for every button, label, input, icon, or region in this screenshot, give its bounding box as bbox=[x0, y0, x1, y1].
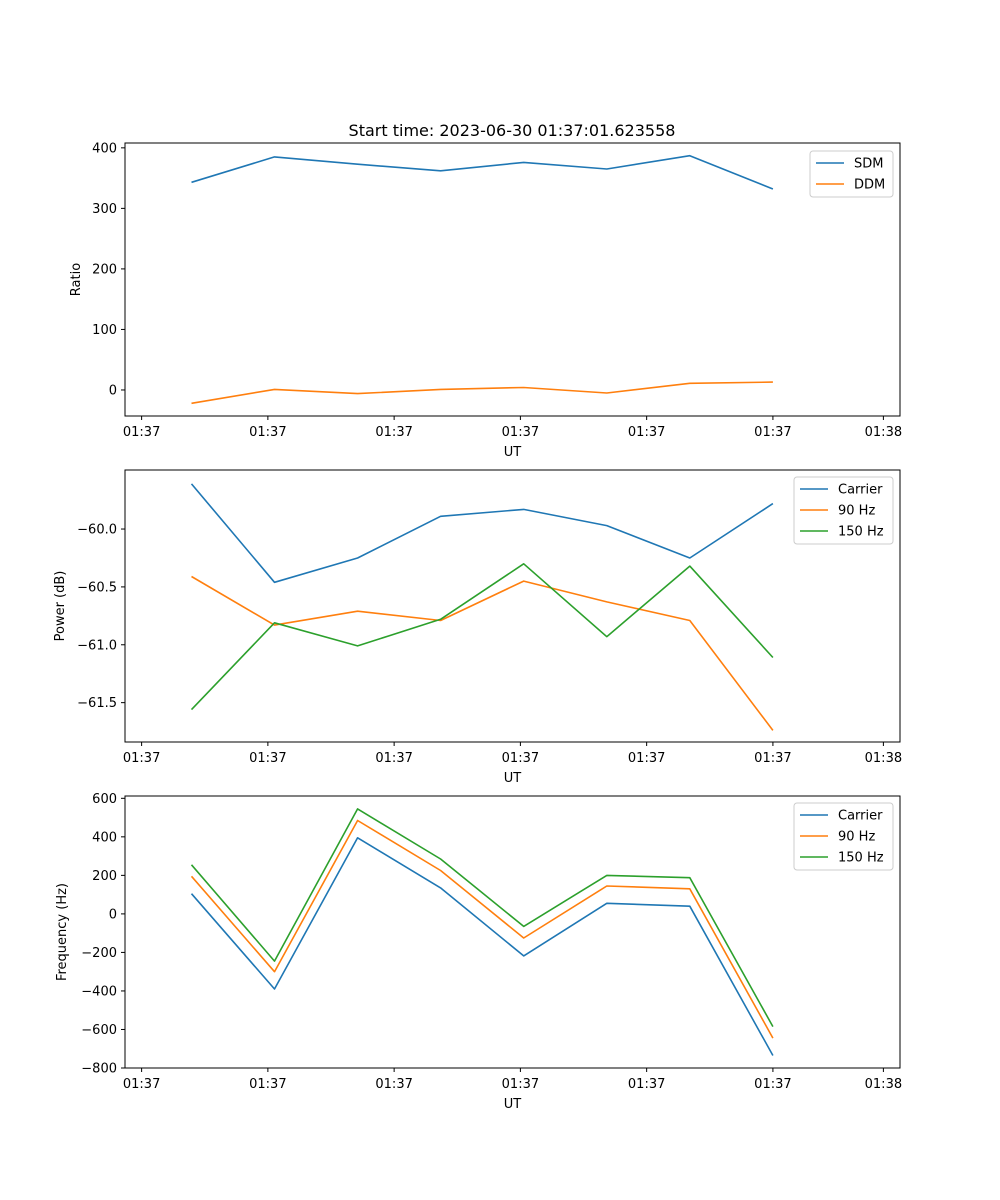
y-tick-label: 100 bbox=[92, 323, 117, 338]
x-tick-label: 01:37 bbox=[754, 751, 791, 766]
y-tick-label: −60.5 bbox=[77, 580, 117, 595]
y-tick-label: 400 bbox=[92, 141, 117, 156]
y-tick-label: −61.0 bbox=[77, 638, 117, 653]
series-line-150-hz bbox=[190, 808, 774, 1027]
y-axis-label: Ratio bbox=[69, 263, 84, 296]
legend-box bbox=[793, 476, 894, 545]
x-tick-label: 01:37 bbox=[123, 1077, 160, 1092]
x-axis-label: UT bbox=[504, 445, 522, 460]
y-axis-label: Power (dB) bbox=[53, 571, 68, 642]
y-tick-label: −60.0 bbox=[77, 523, 117, 538]
x-tick-label: 01:37 bbox=[123, 425, 160, 440]
figure-title: Start time: 2023-06-30 01:37:01.623558 bbox=[349, 121, 676, 140]
y-tick-label: −61.5 bbox=[77, 696, 117, 711]
x-tick-label: 01:38 bbox=[865, 425, 902, 440]
chart-frequency: −800 −600 −400 −200 0 200 400 600 01:37 01:37 01:3… bbox=[55, 792, 902, 1112]
chart-power: −61.5 −61.0 −60.5 −60.0 01:37 01:37 01:37 01:37… bbox=[53, 469, 902, 786]
legend-box bbox=[793, 802, 894, 871]
y-tick-label: 200 bbox=[92, 869, 117, 884]
x-tick-label: 01:37 bbox=[502, 425, 539, 440]
x-tick-label: 01:37 bbox=[375, 425, 412, 440]
x-tick-label: 01:37 bbox=[628, 1077, 665, 1092]
legend-label: 150 Hz bbox=[838, 851, 884, 866]
x-tick-label: 01:37 bbox=[502, 1077, 539, 1092]
x-tick-label: 01:37 bbox=[502, 751, 539, 766]
y-tick-label: −400 bbox=[81, 984, 117, 999]
y-tick-label: 300 bbox=[92, 202, 117, 217]
x-tick-label: 01:37 bbox=[249, 751, 286, 766]
y-tick-label: 0 bbox=[109, 383, 117, 398]
y-tick-label: −200 bbox=[81, 946, 117, 961]
x-tick-label: 01:37 bbox=[628, 751, 665, 766]
legend-label: Carrier bbox=[838, 809, 883, 824]
series-line-90-hz bbox=[191, 575, 774, 731]
x-tick-label: 01:37 bbox=[375, 1077, 412, 1092]
plot-frame bbox=[124, 469, 901, 743]
x-tick-label: 01:37 bbox=[123, 751, 160, 766]
y-tick-label: 0 bbox=[109, 907, 117, 922]
legend-label: Carrier bbox=[838, 483, 883, 498]
y-tick-label: 200 bbox=[92, 262, 117, 277]
series-line-carrier bbox=[190, 483, 774, 584]
series-line-carrier bbox=[190, 836, 774, 1056]
chart-ratio: 0 100 200 300 400 01:37 01:37 01:37 01:37 01:37 01… bbox=[69, 141, 902, 460]
x-tick-label: 01:37 bbox=[249, 1077, 286, 1092]
x-tick-label: 01:38 bbox=[865, 751, 902, 766]
x-axis-label: UT bbox=[504, 1097, 522, 1112]
x-tick-label: 01:38 bbox=[865, 1077, 902, 1092]
legend-label: SDM bbox=[854, 157, 883, 172]
series-line-90-hz bbox=[190, 819, 774, 1039]
x-tick-label: 01:37 bbox=[754, 425, 791, 440]
legend-label: 90 Hz bbox=[838, 504, 875, 519]
y-tick-label: 400 bbox=[92, 830, 117, 845]
x-axis-label: UT bbox=[504, 771, 522, 786]
x-tick-label: 01:37 bbox=[375, 751, 412, 766]
y-axis-label: Frequency (Hz) bbox=[55, 883, 70, 981]
y-tick-label: 600 bbox=[92, 792, 117, 807]
x-tick-label: 01:37 bbox=[754, 1077, 791, 1092]
x-tick-label: 01:37 bbox=[628, 425, 665, 440]
y-tick-label: −800 bbox=[81, 1062, 117, 1077]
series-line-150-hz bbox=[190, 562, 774, 711]
legend-label: 150 Hz bbox=[838, 525, 884, 540]
series-line-ddm bbox=[191, 381, 773, 405]
plot-frame bbox=[124, 142, 901, 417]
legend-label: 90 Hz bbox=[838, 830, 875, 845]
legend-label: DDM bbox=[854, 178, 885, 193]
x-tick-label: 01:37 bbox=[249, 425, 286, 440]
plot-frame bbox=[124, 795, 901, 1069]
y-tick-label: −600 bbox=[81, 1023, 117, 1038]
series-line-sdm bbox=[191, 154, 774, 190]
